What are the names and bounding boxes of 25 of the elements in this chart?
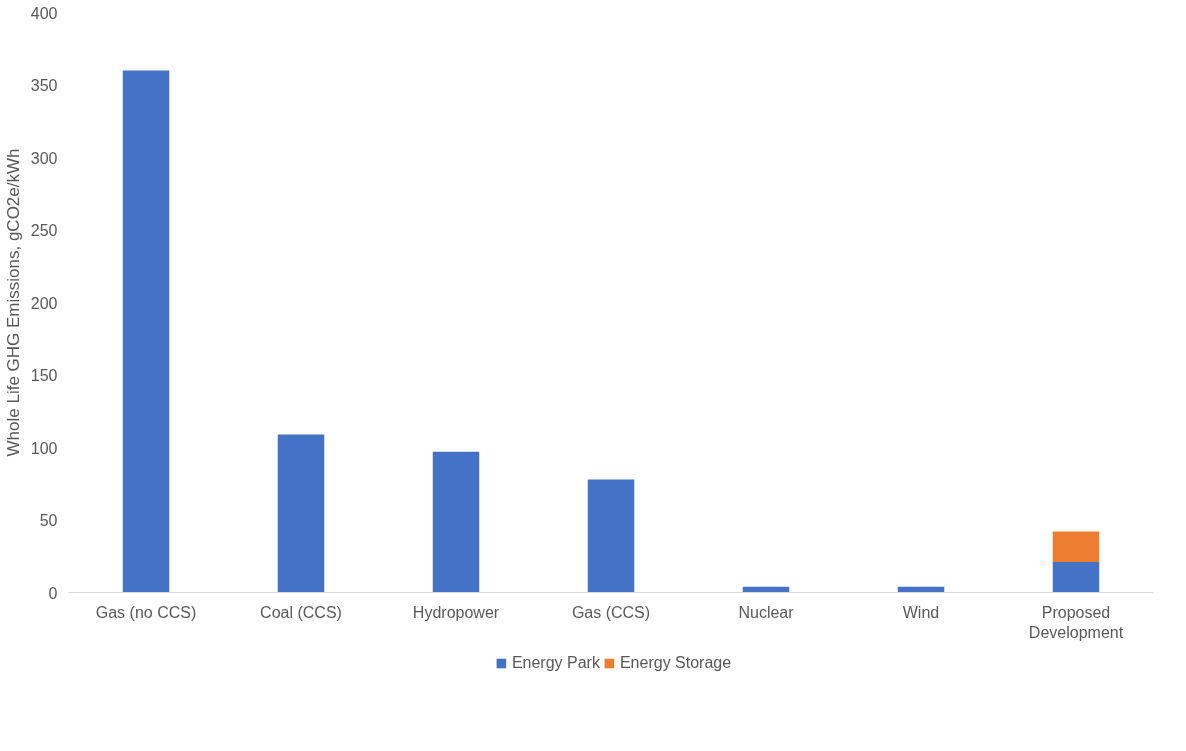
y-tick-label: 50: [39, 512, 58, 529]
y-axis-title: Whole Life GHG Emissions, gCO2e/kWh: [3, 148, 23, 457]
x-tick-label: Gas (no CCS): [95, 603, 197, 621]
x-tick-label: Proposed Development: [1028, 603, 1124, 641]
x-tick-label: Gas (CCS): [571, 603, 651, 621]
bar: [587, 479, 635, 593]
x-tick-label: Nuclear: [738, 603, 795, 621]
x-tick-label: Coal (CCS): [260, 603, 342, 621]
bar: [122, 70, 170, 593]
y-tick-label: 350: [30, 77, 58, 94]
y-tick-label: 400: [30, 4, 58, 22]
bar: [432, 451, 480, 593]
y-tick-label: 200: [30, 294, 58, 312]
y-tick-label: 150: [30, 367, 58, 384]
y-tick-label: 100: [30, 439, 58, 457]
bar: [1052, 531, 1100, 563]
legend-label: Energy Storage: [619, 654, 732, 672]
bar: [1052, 562, 1100, 593]
bar: [277, 434, 325, 593]
legend-label: Energy Park: [511, 654, 600, 672]
x-tick-label: Hydropower: [412, 603, 500, 621]
y-tick-label: 300: [30, 149, 58, 167]
y-tick-label: 250: [30, 222, 58, 239]
x-tick-label: Wind: [902, 603, 940, 621]
y-tick-label: 0: [48, 584, 58, 602]
